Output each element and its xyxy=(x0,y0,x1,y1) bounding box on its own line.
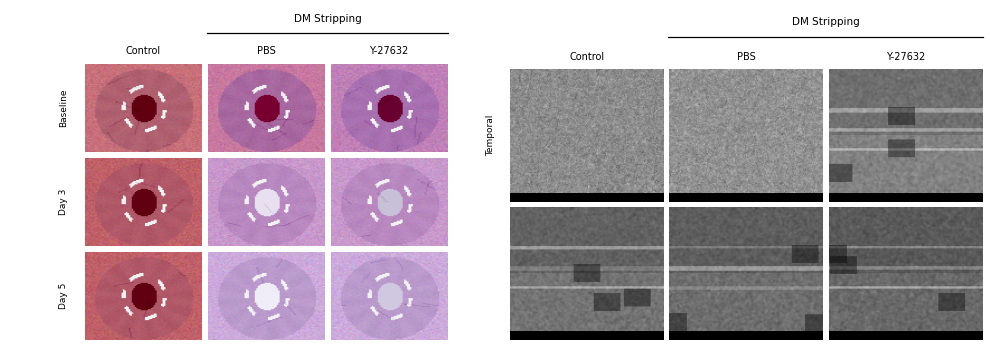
Text: DM Stripping: DM Stripping xyxy=(792,17,859,27)
Text: Temporal: Temporal xyxy=(486,115,496,156)
Text: Control: Control xyxy=(569,52,604,62)
Text: PBS: PBS xyxy=(257,46,275,56)
Text: Day 5: Day 5 xyxy=(58,283,68,309)
Text: Day 3: Day 3 xyxy=(58,189,68,215)
Text: DM Stripping: DM Stripping xyxy=(294,14,361,24)
Text: Y-27632: Y-27632 xyxy=(886,52,925,62)
Text: Control: Control xyxy=(126,46,161,56)
Text: Y-27632: Y-27632 xyxy=(369,46,409,56)
Text: Baseline: Baseline xyxy=(58,89,68,127)
Text: PBS: PBS xyxy=(737,52,755,62)
